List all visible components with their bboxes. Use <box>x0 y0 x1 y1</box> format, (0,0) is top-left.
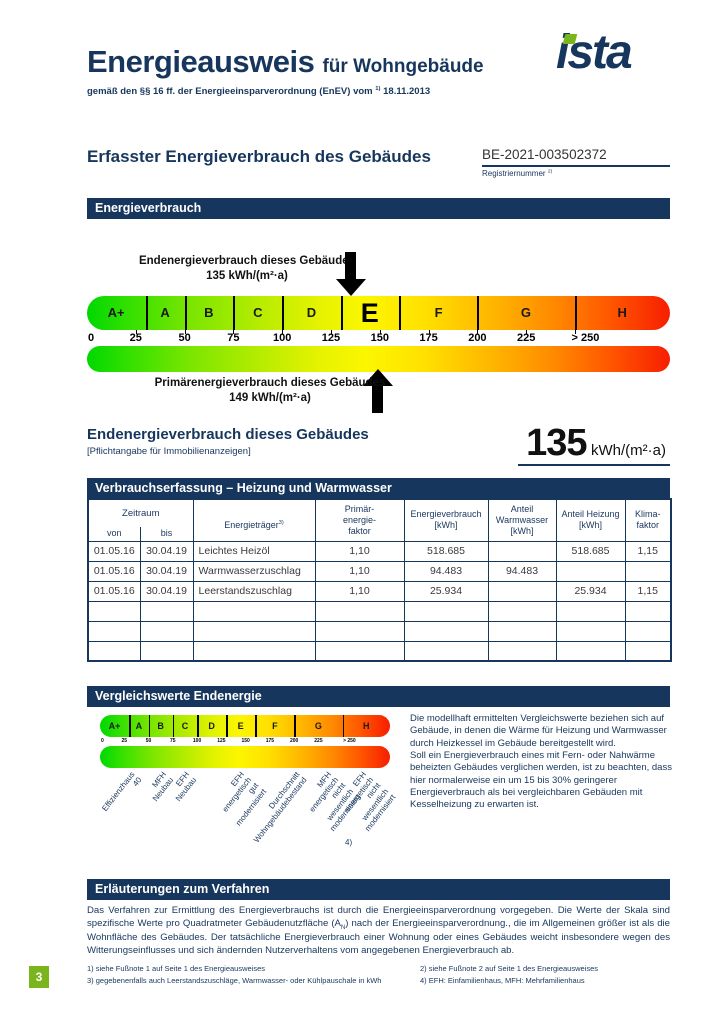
end-energy-value-row: Endenergieverbrauch dieses Gebäudes [Pfl… <box>87 424 670 467</box>
energy-scale: Endenergieverbrauch dieses Gebäudes 135 … <box>87 219 670 424</box>
table-row-empty <box>87 640 672 662</box>
col-header-klimafaktor: Klima- faktor <box>624 498 672 542</box>
efficiency-class-band-strip: A+ A B C D E F G H <box>87 296 670 330</box>
footnote-3: 3) gegebenenfalls auch Leerstandszuschlä… <box>87 976 382 985</box>
comparison-section: A+ A B C D E F G H 0 25 50 75 100 125 15… <box>87 686 672 871</box>
end-energy-big-value: 135 kWh/(m²·a) <box>518 424 670 467</box>
mini-band-strip: A+ A B C D E F G H <box>100 715 390 737</box>
primary-energy-value-label: 149 kWh/(m²·a) <box>229 391 311 404</box>
end-energy-arrow-icon <box>335 252 366 296</box>
end-energy-number: 135 <box>526 422 587 464</box>
page-title: Energieausweis für Wohngebäude <box>87 44 670 79</box>
band-f: F <box>434 305 443 320</box>
col-header-primaerenergiefaktor: Primär- energie- faktor <box>314 498 405 542</box>
end-energy-unit: kWh/(m²·a) <box>591 442 666 459</box>
consumption-table: Zeitraum Energieträger3) Primär- energie… <box>87 498 673 662</box>
label-effizienzhaus-40: Effizienzhaus 40 <box>99 770 144 813</box>
col-header-von: von <box>87 527 141 542</box>
band-d: D <box>306 305 317 320</box>
footnote-4: 4) EFH: Einfamilienhaus, MFH: Mehrfamili… <box>420 976 585 985</box>
footnote-2: 2) siehe Fußnote 2 auf Seite 1 des Energ… <box>420 964 599 973</box>
primary-energy-arrow-icon <box>362 369 393 413</box>
mini-gradient-bar <box>100 746 390 768</box>
regulation-date: 18.11.2013 <box>383 85 431 97</box>
label-efh-neubau: EFH Neubau <box>174 770 199 804</box>
footnote-1: 1) siehe Fußnote 1 auf Seite 1 des Energ… <box>87 964 266 973</box>
col-header-energietraeger: Energieträger3) <box>192 498 316 542</box>
scale-tick-labels: 0 25 50 75 100 125 150 175 200 225 > 250 <box>88 330 600 344</box>
mini-scale-ticks: 0 25 50 75 100 125 150 175 200 225 > 250 <box>101 738 356 744</box>
section-bar-erlaeuterungen: Erläuterungen zum Verfahren <box>87 879 670 900</box>
col-header-zeitraum: Zeitraum <box>87 498 194 527</box>
footnote-ref-4: 4) <box>345 838 353 847</box>
comparison-explanation-text: Die modellhaft ermittelten Vergleichswer… <box>410 713 672 811</box>
section-bar-vergleichswerte: Vergleichswerte Endenergie <box>87 686 670 707</box>
band-e-rated: E <box>360 298 379 328</box>
table-row: 01.05.16 30.04.19 Leichtes Heizöl 1,10 518… <box>87 540 672 562</box>
col-header-bis: bis <box>139 527 194 542</box>
footnote-ref-1: 1) <box>375 85 381 92</box>
page-number-badge: 3 <box>29 966 49 988</box>
table-row-empty <box>87 620 672 642</box>
section-bar-energieverbrauch: Energieverbrauch <box>87 198 670 219</box>
band-h: H <box>617 305 627 320</box>
registration-box: BE-2021-003502372 Registriernummer 2) <box>482 147 670 178</box>
band-c: C <box>253 305 263 320</box>
band-b: B <box>204 305 214 320</box>
col-header-anteil-warmwasser: Anteil Warmwasser [kWh] <box>487 498 557 542</box>
end-energy-heading: Endenergieverbrauch dieses Gebäudes <box>87 426 369 443</box>
document-header: Energieausweis für Wohngebäude gemäß den… <box>87 44 670 97</box>
footnote-ref-2: 2) <box>547 169 553 175</box>
end-energy-value-label: 135 kWh/(m²·a) <box>206 269 288 282</box>
band-a: A <box>160 305 170 320</box>
col-header-energieverbrauch: Energieverbrauch [kWh] <box>403 498 489 542</box>
comparison-mini-scale: A+ A B C D E F G H 0 25 50 75 100 125 15… <box>100 715 390 768</box>
comparison-labels: Effizienzhaus 40 MFH Neubau EFH Neubau E… <box>99 770 397 870</box>
page-title-suffix: für Wohngebäude <box>322 56 484 77</box>
registration-label: Registriernummer 2) <box>482 169 553 178</box>
band-g: G <box>520 305 532 320</box>
table-row: 01.05.16 30.04.19 Leerstandszuschlag 1,10 … <box>87 580 672 602</box>
registration-row: Erfasster Energieverbrauch des Gebäudes … <box>87 147 670 178</box>
band-a-plus: A+ <box>107 305 125 320</box>
page-subtitle: gemäß den §§ 16 ff. der Energieeinsparve… <box>87 85 431 97</box>
page-title-main: Energieausweis <box>87 44 315 79</box>
col-header-anteil-heizung: Anteil Heizung [kWh] <box>555 498 626 542</box>
procedure-explanation-text: Das Verfahren zur Ermittlung des Energie… <box>87 905 671 957</box>
section-bar-verbrauchserfassung: Verbrauchserfassung – Heizung und Warmwa… <box>87 478 670 499</box>
table-row: 01.05.16 30.04.19 Warmwasserzuschlag 1,10 … <box>87 560 672 582</box>
footnote-ref-3: 3) <box>278 520 284 527</box>
end-energy-note: [Pflichtangabe für Immobilienanzeigen] <box>87 446 251 457</box>
primary-energy-gradient-bar <box>87 346 670 372</box>
registration-number: BE-2021-003502372 <box>482 147 670 167</box>
label-efh-nicht-modernisiert: EFH energetisch nicht wesentlich moderni… <box>342 770 398 833</box>
end-energy-label: Endenergieverbrauch dieses Gebäudes 135 … <box>87 254 407 284</box>
primary-energy-label: Primärenergieverbrauch dieses Gebäudes 1… <box>107 376 433 406</box>
footnotes: 1) siehe Fußnote 1 auf Seite 1 des Energ… <box>87 963 687 987</box>
table-row-empty <box>87 600 672 622</box>
ista-logo: ista <box>556 28 676 84</box>
section-heading-erfasster-energieverbrauch: Erfasster Energieverbrauch des Gebäudes <box>87 147 431 166</box>
